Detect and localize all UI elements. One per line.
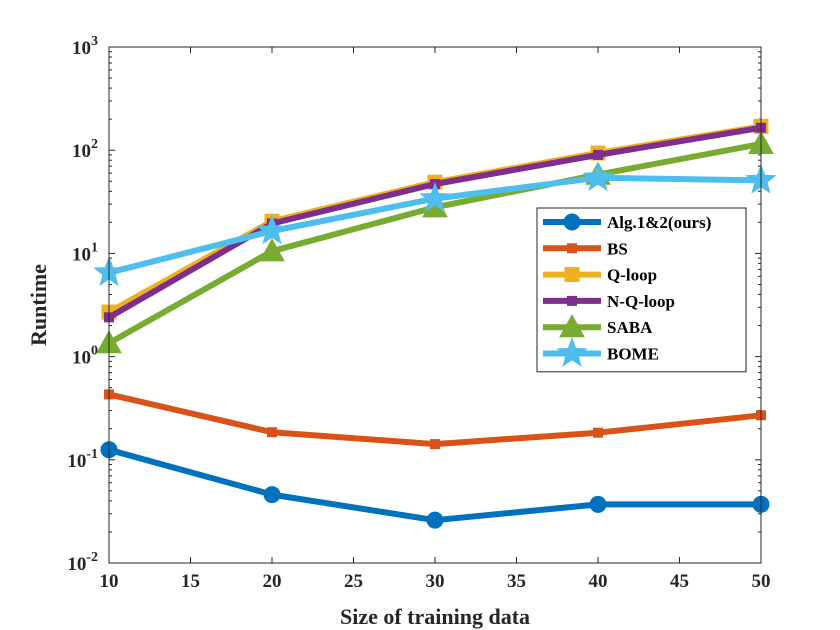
legend-entry: N-Q-loop xyxy=(543,292,675,311)
x-tick-label: 40 xyxy=(589,571,608,592)
y-tick-label: 102 xyxy=(72,137,98,162)
data-point xyxy=(564,267,580,283)
x-axis-title: Size of training data xyxy=(340,604,530,629)
data-point xyxy=(259,238,285,262)
legend-label: Q-loop xyxy=(607,266,657,285)
legend-entry: Q-loop xyxy=(543,266,657,285)
x-tick-label: 45 xyxy=(670,571,689,592)
data-point xyxy=(559,314,585,338)
legend-label: N-Q-loop xyxy=(607,292,675,311)
data-point xyxy=(430,439,440,450)
data-point xyxy=(593,149,603,160)
data-point xyxy=(582,161,614,192)
data-point xyxy=(256,214,288,245)
y-tick-label: 10-2 xyxy=(67,550,98,575)
x-tick-label: 10 xyxy=(100,571,119,592)
x-tick-label: 20 xyxy=(263,571,282,592)
data-point xyxy=(567,243,577,254)
y-tick-label: 101 xyxy=(72,240,98,265)
x-tick-label: 15 xyxy=(181,571,200,592)
data-point xyxy=(263,486,281,504)
legend-label: BS xyxy=(607,239,628,258)
x-tick-label: 30 xyxy=(426,571,445,592)
legend-entry: BS xyxy=(543,239,628,258)
data-point xyxy=(556,337,588,367)
data-point xyxy=(567,295,577,306)
legend-label: Alg.1&2(ours) xyxy=(607,213,711,232)
data-point xyxy=(593,427,603,438)
data-point xyxy=(589,495,607,513)
legend-entry: BOME xyxy=(543,337,659,367)
data-point xyxy=(426,511,444,529)
y-tick-label: 10-1 xyxy=(67,447,98,472)
y-axis-title: Runtime xyxy=(26,264,51,346)
legend-entry: Alg.1&2(ours) xyxy=(543,213,711,232)
x-tick-label: 25 xyxy=(344,571,363,592)
series-layer xyxy=(93,118,777,529)
y-tick-label: 103 xyxy=(72,34,98,59)
y-tick-label: 100 xyxy=(72,344,98,369)
data-point xyxy=(267,427,277,438)
plot-frame xyxy=(108,46,762,564)
data-point xyxy=(563,213,581,231)
x-tick-label: 35 xyxy=(507,571,526,592)
legend-label: SABA xyxy=(607,318,653,337)
legend-label: BOME xyxy=(607,345,659,364)
data-point xyxy=(419,182,451,212)
legend: Alg.1&2(ours) BS Q-loop N-Q-loop SABA BOME xyxy=(536,207,747,373)
x-tick-label: 50 xyxy=(752,571,771,592)
legend-entry: SABA xyxy=(543,314,653,338)
